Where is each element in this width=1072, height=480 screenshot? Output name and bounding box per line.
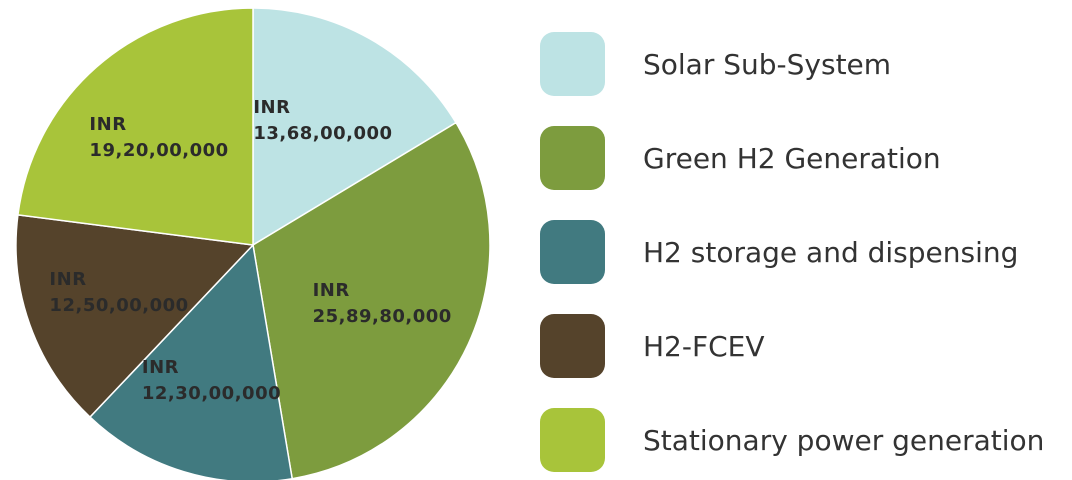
pie-slice	[17, 7, 254, 246]
legend-label: H2-FCEV	[643, 329, 765, 363]
slice-label: INR 13,68,00,000	[253, 97, 393, 145]
legend-label: Green H2 Generation	[643, 141, 941, 175]
legend-item: H2-FCEV	[540, 314, 764, 378]
legend-label: Stationary power generation	[643, 423, 1045, 457]
legend-swatch	[540, 220, 605, 284]
pie-slice	[15, 214, 255, 419]
legend-swatch	[540, 408, 605, 472]
slice-label: INR 12,50,00,000	[49, 268, 189, 316]
legend-item: Green H2 Generation	[540, 126, 941, 190]
legend-swatch	[540, 314, 605, 378]
legend-item: Stationary power generation	[540, 408, 1044, 472]
slice-label: INR 25,89,80,000	[312, 280, 452, 328]
slice-label: INR 19,20,00,000	[89, 114, 229, 162]
slice-label: INR 12,30,00,000	[141, 357, 282, 404]
legend-label: Solar Sub-System	[643, 47, 892, 81]
legend-swatch	[540, 32, 605, 96]
pie-slice	[252, 121, 491, 480]
legend-item: H2 storage and dispensing	[540, 220, 1018, 284]
pie-slice	[252, 7, 458, 247]
legend-item: Solar Sub-System	[540, 32, 891, 96]
legend-label: H2 storage and dispensing	[643, 235, 1019, 269]
pie-slice	[88, 243, 294, 480]
legend-swatch	[540, 126, 605, 190]
